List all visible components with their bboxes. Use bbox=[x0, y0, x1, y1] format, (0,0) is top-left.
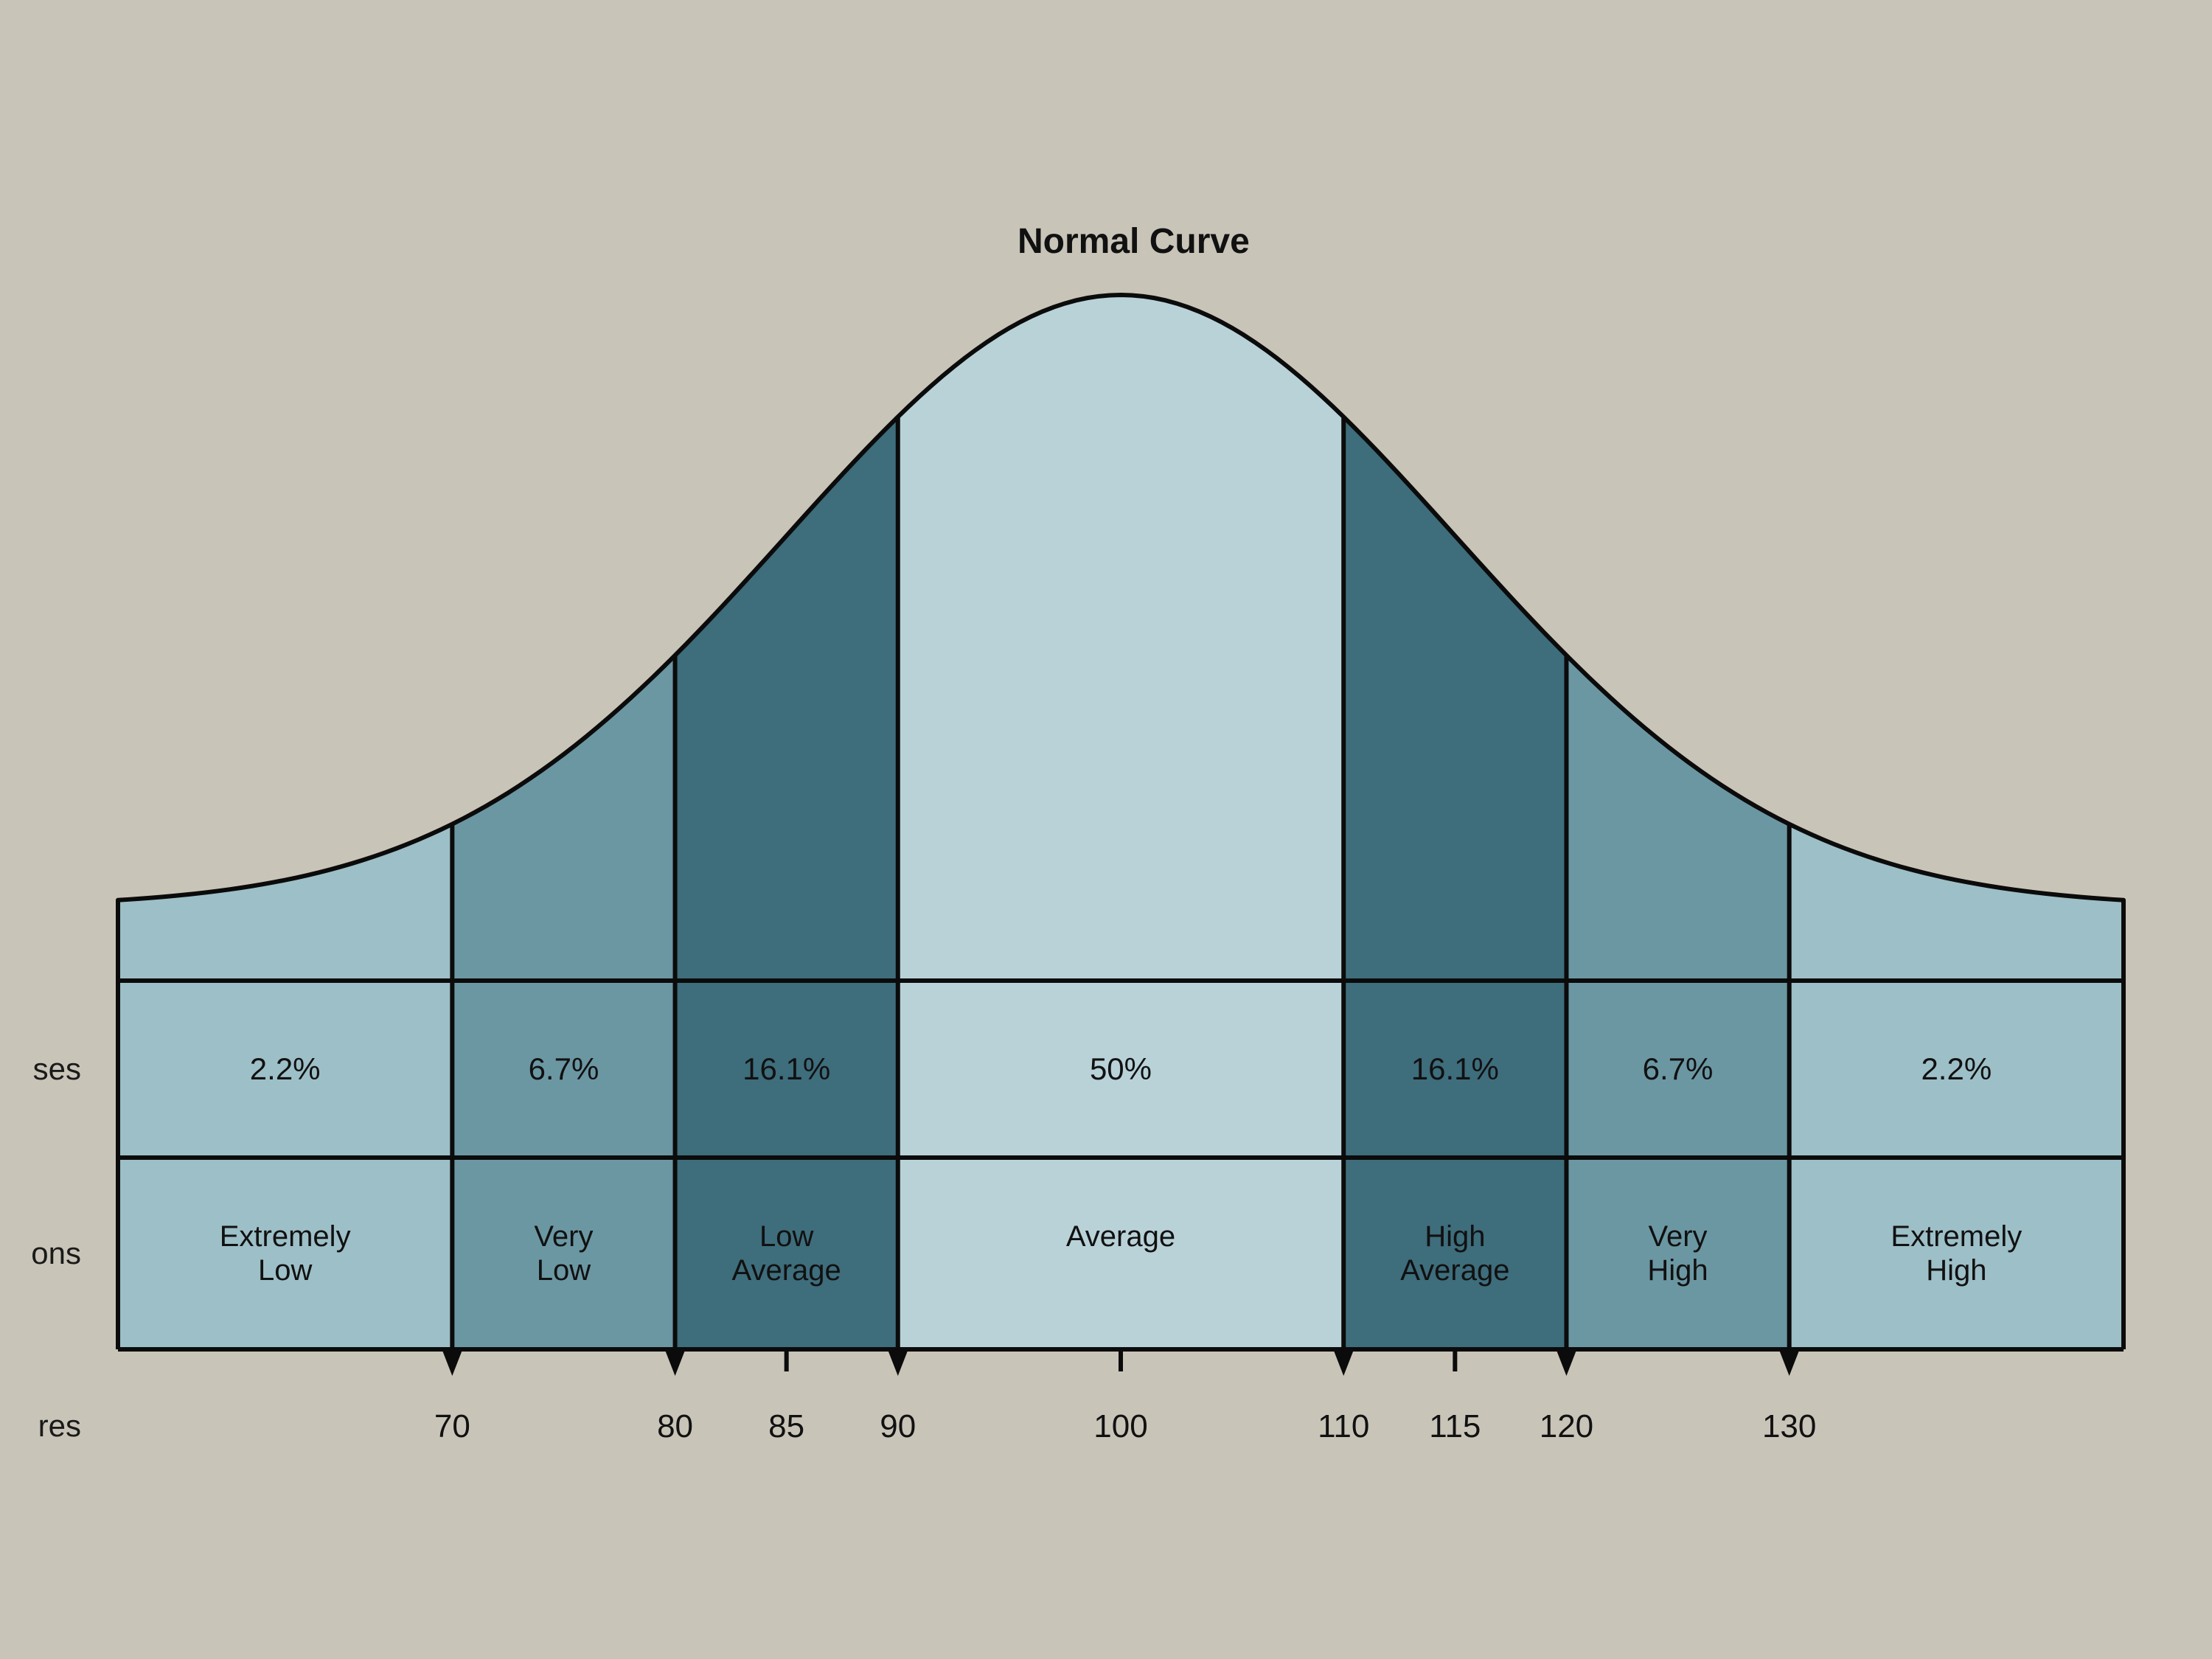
curve-region bbox=[452, 655, 675, 981]
tick-label: 130 bbox=[1738, 1408, 1841, 1445]
tick-arrow-icon bbox=[1556, 1349, 1576, 1376]
category-label: Low Average bbox=[675, 1220, 898, 1287]
curve-region bbox=[675, 417, 898, 981]
category-label: Extremely Low bbox=[118, 1220, 452, 1287]
tick-label: 100 bbox=[1069, 1408, 1172, 1445]
category-label: Very High bbox=[1566, 1220, 1789, 1287]
tick-label: 90 bbox=[846, 1408, 950, 1445]
percent-value: 16.1% bbox=[675, 1051, 898, 1087]
chart-title: Normal Curve bbox=[1018, 221, 1250, 262]
row-label-score: res bbox=[0, 1408, 81, 1444]
tick-arrow-icon bbox=[665, 1349, 686, 1376]
category-label: Very Low bbox=[452, 1220, 675, 1287]
category-label: High Average bbox=[1343, 1220, 1566, 1287]
percent-value: 6.7% bbox=[452, 1051, 675, 1087]
curve-region bbox=[1343, 417, 1566, 981]
tick-label: 120 bbox=[1514, 1408, 1618, 1445]
tick-arrow-icon bbox=[888, 1349, 908, 1376]
tick-arrow-icon bbox=[1333, 1349, 1354, 1376]
tick-label: 110 bbox=[1292, 1408, 1395, 1445]
tick-label: 85 bbox=[735, 1408, 838, 1445]
percent-value: 2.2% bbox=[1790, 1051, 2124, 1087]
curve-region bbox=[1566, 655, 1789, 981]
cat-row-cell bbox=[898, 1158, 1343, 1349]
tick-arrow-icon bbox=[442, 1349, 462, 1376]
row-label-category: ons bbox=[0, 1236, 81, 1271]
tick-label: 70 bbox=[400, 1408, 504, 1445]
category-label: Average bbox=[898, 1220, 1343, 1253]
tick-arrow-icon bbox=[1779, 1349, 1800, 1376]
curve-region bbox=[898, 295, 1343, 981]
row-label-percent: ses bbox=[0, 1051, 81, 1087]
percent-value: 2.2% bbox=[118, 1051, 452, 1087]
tick-label: 115 bbox=[1403, 1408, 1506, 1445]
normal-curve-chart: Normal Curve ses ons res 2.2% Extremely L… bbox=[0, 0, 2212, 1659]
tick-label: 80 bbox=[624, 1408, 727, 1445]
category-label: Extremely High bbox=[1790, 1220, 2124, 1287]
percent-value: 6.7% bbox=[1566, 1051, 1789, 1087]
percent-value: 50% bbox=[898, 1051, 1343, 1087]
percent-value: 16.1% bbox=[1343, 1051, 1566, 1087]
